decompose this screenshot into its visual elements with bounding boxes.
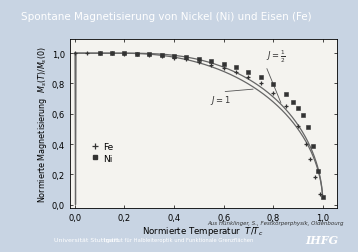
- Fe: [259, 83, 263, 86]
- Y-axis label: Normierte Magnetisierung  $M_s(T) / M_s(0)$: Normierte Magnetisierung $M_s(T) / M_s(0…: [36, 46, 49, 202]
- Text: Universität Stuttgart: Universität Stuttgart: [54, 237, 118, 242]
- Ni: [222, 63, 226, 66]
- Fe: [172, 57, 176, 60]
- Fe: [284, 105, 288, 108]
- Ni: [209, 60, 213, 63]
- Ni: [184, 56, 189, 59]
- Fe: [313, 176, 318, 179]
- Ni: [135, 53, 139, 56]
- Text: $J = \frac{1}{2}$: $J = \frac{1}{2}$: [266, 49, 286, 65]
- Line: Ni: Ni: [98, 52, 325, 199]
- Ni: [197, 58, 201, 61]
- Fe: [271, 92, 275, 95]
- Fe: [197, 61, 201, 64]
- Ni: [234, 67, 238, 70]
- Fe: [222, 68, 226, 71]
- Fe: [122, 53, 126, 56]
- Fe: [147, 54, 151, 57]
- Ni: [172, 55, 176, 58]
- Text: Institut für Halbleiteroptik und Funktionale Grenzflächen: Institut für Halbleiteroptik und Funktio…: [104, 237, 254, 242]
- Ni: [259, 76, 263, 79]
- Ni: [316, 170, 320, 173]
- Ni: [110, 52, 114, 55]
- Ni: [97, 52, 102, 55]
- Ni: [311, 144, 315, 147]
- Ni: [291, 101, 295, 104]
- Ni: [284, 93, 288, 97]
- Fe: [246, 77, 251, 80]
- Fe: [308, 158, 313, 161]
- Ni: [246, 71, 251, 74]
- Line: Fe: Fe: [72, 51, 323, 197]
- Ni: [147, 53, 151, 56]
- Fe: [135, 53, 139, 56]
- Fe: [296, 125, 300, 128]
- Ni: [306, 126, 310, 129]
- Legend: Fe, Ni: Fe, Ni: [88, 139, 117, 167]
- Fe: [234, 72, 238, 75]
- Text: Aus Hünklinger, S., Festkörperphysik, Oldenbourg: Aus Hünklinger, S., Festkörperphysik, Ol…: [207, 220, 344, 225]
- Fe: [184, 59, 189, 62]
- Ni: [301, 114, 305, 117]
- Fe: [318, 193, 323, 196]
- Fe: [159, 55, 164, 58]
- Text: Spontane Magnetisierung von Nickel (Ni) und Eisen (Fe): Spontane Magnetisierung von Nickel (Ni) …: [21, 12, 312, 22]
- Text: IHFG: IHFG: [306, 234, 339, 245]
- Fe: [209, 64, 213, 67]
- Ni: [321, 196, 325, 199]
- Fe: [97, 52, 102, 55]
- Ni: [296, 107, 300, 110]
- X-axis label: Normierte Temperatur  $T / T_c$: Normierte Temperatur $T / T_c$: [142, 225, 264, 237]
- Text: $J = 1$: $J = 1$: [210, 94, 231, 107]
- Fe: [303, 143, 308, 146]
- Fe: [85, 52, 90, 55]
- Ni: [159, 54, 164, 57]
- Fe: [110, 52, 114, 55]
- Ni: [122, 53, 126, 56]
- Ni: [271, 83, 275, 86]
- Fe: [73, 52, 77, 55]
